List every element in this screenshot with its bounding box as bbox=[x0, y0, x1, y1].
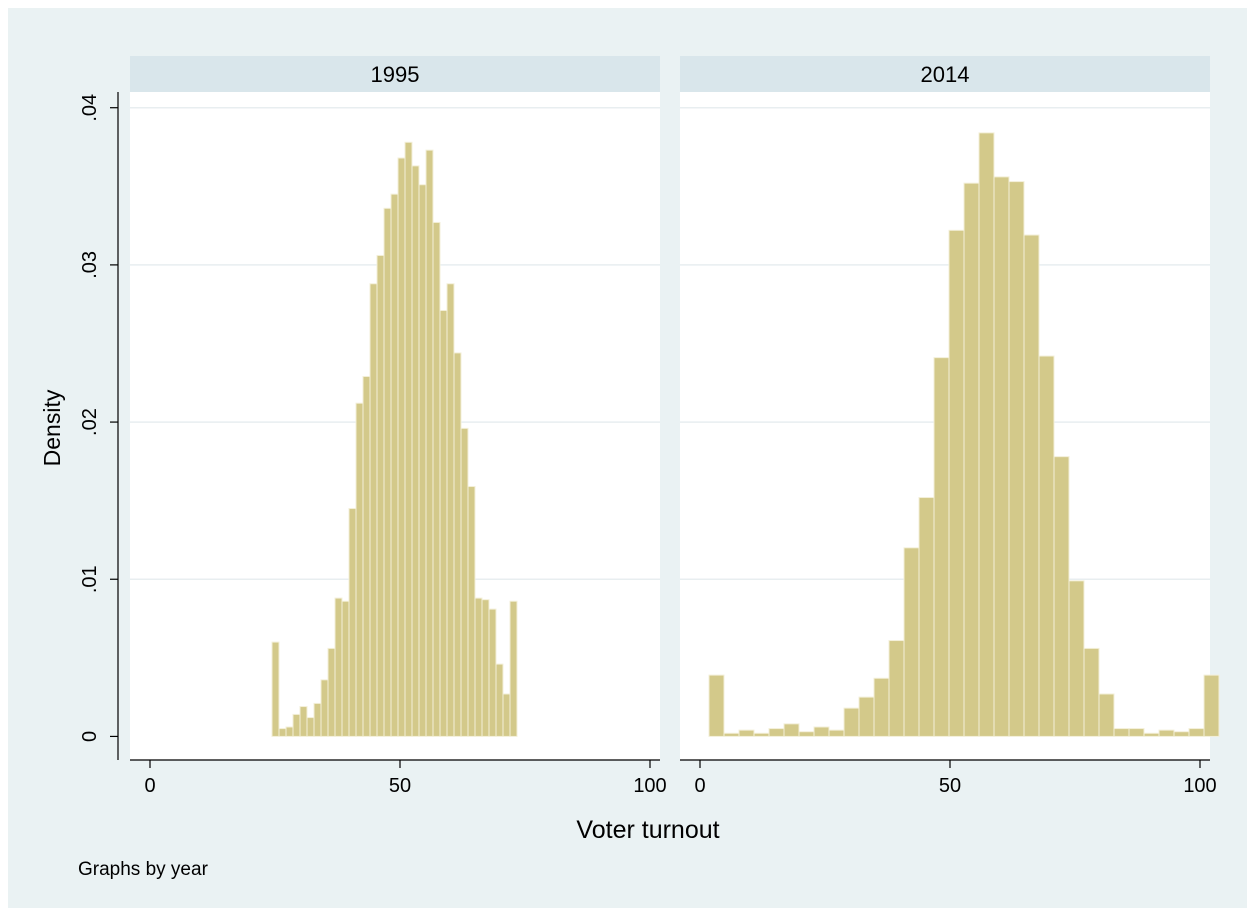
histogram-bar bbox=[411, 165, 420, 737]
histogram-bar bbox=[948, 229, 965, 737]
histogram-bar bbox=[1128, 728, 1145, 737]
histogram-bar bbox=[873, 677, 890, 737]
histogram-bar bbox=[753, 732, 770, 737]
histogram-bar bbox=[306, 717, 315, 737]
panel-strip bbox=[680, 56, 1210, 92]
panel-strip-label: 1995 bbox=[371, 62, 420, 87]
histogram-bar bbox=[432, 221, 441, 737]
x-tick-label: 100 bbox=[1183, 775, 1216, 797]
histogram-bar bbox=[1008, 181, 1025, 737]
histogram-bar bbox=[1203, 674, 1220, 737]
histogram-bar bbox=[383, 207, 392, 737]
histogram-bar bbox=[418, 184, 427, 737]
histogram-bar bbox=[446, 283, 455, 737]
histogram-bar bbox=[495, 663, 504, 737]
histogram-bar bbox=[933, 357, 950, 737]
y-tick-label: 0 bbox=[79, 731, 101, 742]
histogram-bar bbox=[738, 729, 755, 737]
histogram-bar bbox=[918, 497, 935, 737]
histogram-bar bbox=[271, 641, 280, 737]
x-tick-label: 0 bbox=[144, 775, 155, 797]
histogram-bar bbox=[978, 132, 995, 737]
histogram-bar bbox=[813, 726, 830, 737]
histogram-bar bbox=[993, 176, 1010, 737]
histogram-bar bbox=[843, 707, 860, 737]
histogram-bar bbox=[783, 723, 800, 737]
histogram-bar bbox=[1143, 732, 1160, 737]
histogram-bar bbox=[1098, 693, 1115, 737]
histogram-bar bbox=[320, 679, 329, 737]
histogram-bar bbox=[509, 600, 518, 737]
x-tick-label: 0 bbox=[694, 775, 705, 797]
histogram-bar bbox=[425, 149, 434, 737]
histogram-bar bbox=[723, 732, 740, 737]
histogram-bar bbox=[397, 157, 406, 737]
histogram-bar bbox=[278, 728, 287, 737]
panels: 1995 0 50 100 0 .01 .02 .03 .04 2014 0 50 100 bbox=[79, 56, 1220, 797]
histogram-bar bbox=[502, 693, 511, 737]
histogram-bar bbox=[798, 731, 815, 737]
histogram-bar bbox=[467, 486, 476, 737]
histogram-bar bbox=[460, 427, 469, 737]
histogram-bar bbox=[390, 193, 399, 737]
y-tick-label: .01 bbox=[79, 565, 101, 593]
histogram-bar bbox=[285, 726, 294, 737]
histogram-bar bbox=[1023, 234, 1040, 737]
x-tick-label: 100 bbox=[633, 775, 666, 797]
histogram-bar bbox=[299, 706, 308, 737]
histogram-bar bbox=[334, 597, 343, 737]
histogram-bar bbox=[327, 647, 336, 737]
histogram-bar bbox=[1188, 728, 1205, 737]
panel-1995: 1995 0 50 100 0 .01 .02 .03 .04 bbox=[79, 56, 667, 797]
x-tick-label: 50 bbox=[389, 775, 411, 797]
y-axis-title: Density bbox=[39, 389, 65, 466]
panel-strip-label: 2014 bbox=[921, 62, 970, 87]
histogram-bar bbox=[963, 182, 980, 737]
histogram-bar bbox=[858, 696, 875, 737]
histogram-bar bbox=[376, 254, 385, 737]
histogram-bar bbox=[488, 608, 497, 737]
panel-strip bbox=[130, 56, 660, 92]
histogram-bar bbox=[708, 674, 725, 737]
footnote-text: Graphs by year bbox=[78, 859, 209, 880]
y-tick-label: .03 bbox=[79, 251, 101, 279]
histogram-bar bbox=[1083, 647, 1100, 737]
histogram-bar bbox=[1068, 580, 1085, 737]
histogram-bar bbox=[369, 283, 378, 737]
y-tick-label: .04 bbox=[79, 94, 101, 122]
histogram-bar bbox=[362, 375, 371, 737]
histogram-bar bbox=[453, 352, 462, 737]
histogram-bar bbox=[348, 508, 357, 737]
y-tick-label: .02 bbox=[79, 408, 101, 436]
histogram-bar bbox=[474, 597, 483, 737]
histogram-bar bbox=[1113, 728, 1130, 737]
x-axis-title: Voter turnout bbox=[576, 816, 719, 844]
histogram-bar bbox=[1038, 355, 1055, 737]
histogram-bar bbox=[341, 600, 350, 737]
histogram-bar bbox=[1053, 456, 1070, 737]
panel-2014: 2014 0 50 100 bbox=[680, 56, 1220, 797]
histogram-bar bbox=[888, 640, 905, 737]
histogram-bar bbox=[292, 713, 301, 737]
histogram-bar bbox=[1173, 731, 1190, 737]
histogram-bar bbox=[404, 141, 413, 737]
histogram-bar bbox=[903, 547, 920, 737]
x-tick-label: 50 bbox=[939, 775, 961, 797]
histogram-bar bbox=[768, 728, 785, 737]
histogram-bar bbox=[481, 599, 490, 737]
histogram-bar bbox=[355, 402, 364, 737]
histogram-bar bbox=[439, 309, 448, 737]
histogram-bar bbox=[313, 702, 322, 737]
histogram-bar bbox=[1158, 729, 1175, 737]
histogram-bar bbox=[828, 729, 845, 737]
